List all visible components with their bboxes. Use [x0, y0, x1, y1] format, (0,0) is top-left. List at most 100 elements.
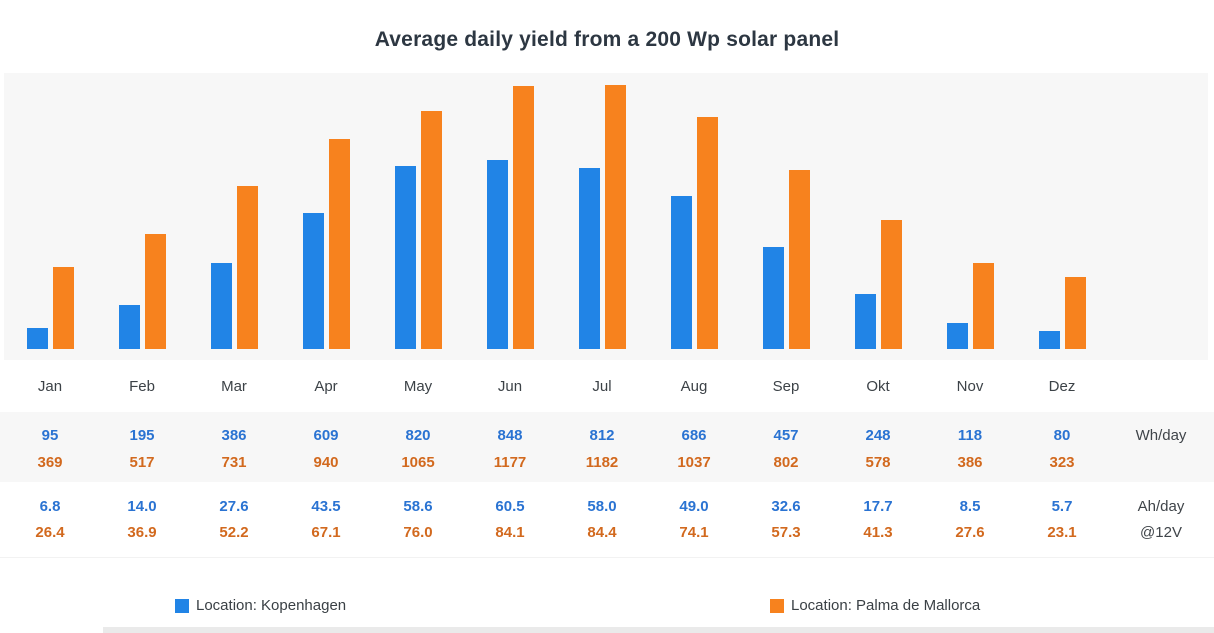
bar-group-dez	[1039, 277, 1086, 349]
month-label-may: May	[403, 378, 433, 395]
bar-group-aug	[671, 117, 718, 349]
month-label-feb: Feb	[129, 378, 155, 395]
bar-kopenhagen-mar	[211, 263, 232, 349]
mallorca-swatch-icon	[770, 598, 784, 613]
bar-mallorca-feb	[145, 234, 166, 349]
bar-group-apr	[303, 139, 350, 349]
value-kopenhagen: 58.0	[587, 498, 617, 515]
bar-mallorca-nov	[973, 263, 994, 349]
value-kopenhagen: 848	[497, 427, 523, 444]
month-label-mar: Mar	[221, 378, 247, 395]
bar-group-feb	[119, 234, 166, 349]
value-kopenhagen: 49.0	[679, 498, 709, 515]
value-kopenhagen: 95	[41, 427, 59, 444]
value-mallorca: 23.1	[1047, 524, 1077, 541]
bar-kopenhagen-may	[395, 166, 416, 349]
bar-group-mar	[211, 186, 258, 349]
wh-per-day-row-cell-mar: 386 731	[188, 422, 280, 482]
wh-per-day-row-cell-may: 820 1065	[372, 422, 464, 482]
month-header-row: Jan Feb Mar Apr May Jun Jul Aug Sep Okt Nov Dez	[0, 361, 1214, 412]
ah-per-day-row-cell-may: 58.6 76.0	[372, 494, 464, 557]
legend: Location: Kopenhagen Location: Palma de …	[0, 597, 1214, 623]
value-kopenhagen: 32.6	[771, 498, 801, 515]
wh-per-day-row: 95 369 195 517 386 731 609 940 820 1065 848 1177 812…	[0, 412, 1214, 482]
month-label-aug: Aug	[680, 378, 708, 395]
value-mallorca: 74.1	[679, 524, 709, 541]
value-kopenhagen: 60.5	[495, 498, 525, 515]
value-kopenhagen: 27.6	[219, 498, 249, 515]
data-table: Jan Feb Mar Apr May Jun Jul Aug Sep Okt Nov Dez 95 3…	[0, 361, 1214, 558]
value-kopenhagen: 248	[865, 427, 891, 444]
unit-text: Wh/day	[1135, 427, 1187, 444]
value-mallorca: 940	[313, 454, 339, 471]
ah-per-day-row-cell-feb: 14.0 36.9	[96, 494, 188, 557]
value-mallorca: 41.3	[863, 524, 893, 541]
ah-per-day-row: 6.8 26.4 14.0 36.9 27.6 52.2 43.5 67.1 58.6 76.0 6…	[0, 482, 1214, 558]
ah-per-day-row-cell-nov: 8.5 27.6	[924, 494, 1016, 557]
bar-kopenhagen-aug	[671, 196, 692, 349]
wh-per-day-row-cell-jan: 95 369	[4, 422, 96, 482]
wh-per-day-row-cell-sep: 457 802	[740, 422, 832, 482]
value-mallorca: 84.1	[495, 524, 525, 541]
bar-mallorca-jul	[605, 85, 626, 349]
bar-mallorca-dez	[1065, 277, 1086, 349]
bar-group-jul	[579, 85, 626, 349]
bar-mallorca-apr	[329, 139, 350, 349]
bar-mallorca-sep	[789, 170, 810, 349]
month-label-nov: Nov	[956, 378, 984, 395]
unit-text: Ah/day	[1137, 498, 1185, 515]
month-label-jun: Jun	[497, 378, 523, 395]
bottom-divider	[103, 627, 1214, 633]
ah-per-day-row-cell-apr: 43.5 67.1	[280, 494, 372, 557]
bar-kopenhagen-dez	[1039, 331, 1060, 349]
bar-mallorca-jun	[513, 86, 534, 349]
value-mallorca: 1182	[585, 454, 619, 471]
value-kopenhagen: 386	[221, 427, 247, 444]
wh-per-day-row-cell-okt: 248 578	[832, 422, 924, 482]
value-mallorca: 36.9	[127, 524, 157, 541]
bar-group-jun	[487, 86, 534, 349]
month-header-spacer	[1108, 361, 1214, 412]
bar-kopenhagen-apr	[303, 213, 324, 349]
bar-mallorca-aug	[697, 117, 718, 349]
bar-kopenhagen-jun	[487, 160, 508, 349]
unit-text: @12V	[1140, 524, 1182, 541]
month-label-dez: Dez	[1048, 378, 1076, 395]
value-kopenhagen: 8.5	[959, 498, 981, 515]
wh-per-day-row-cell-feb: 195 517	[96, 422, 188, 482]
value-kopenhagen: 80	[1053, 427, 1071, 444]
ah-per-day-row-cell-jun: 60.5 84.1	[464, 494, 556, 557]
value-kopenhagen: 58.6	[403, 498, 433, 515]
value-mallorca: 1177	[493, 454, 527, 471]
plot-area	[4, 73, 1208, 360]
legend-label-mallorca: Location: Palma de Mallorca	[791, 597, 981, 614]
chart-title: Average daily yield from a 200 Wp solar …	[374, 28, 840, 51]
bar-group-jan	[27, 267, 74, 349]
month-label-jan: Jan	[37, 378, 63, 395]
bar-group-okt	[855, 220, 902, 349]
value-kopenhagen: 609	[313, 427, 339, 444]
value-mallorca: 52.2	[219, 524, 249, 541]
value-kopenhagen: 17.7	[863, 498, 893, 515]
bar-kopenhagen-nov	[947, 323, 968, 349]
wh-per-day-row-cell-jun: 848 1177	[464, 422, 556, 482]
value-kopenhagen: 820	[405, 427, 431, 444]
wh-per-day-row-cell-nov: 118 386	[924, 422, 1016, 482]
value-kopenhagen: 812	[589, 427, 615, 444]
ah-per-day-row-unit-label: Ah/day @12V	[1108, 494, 1214, 557]
value-mallorca: 802	[773, 454, 799, 471]
bar-group-may	[395, 111, 442, 349]
wh-per-day-row-cell-aug: 686 1037	[648, 422, 740, 482]
legend-item-kopenhagen: Location: Kopenhagen	[175, 597, 346, 614]
month-label-apr: Apr	[314, 378, 338, 395]
month-label-okt: Okt	[866, 378, 890, 395]
value-mallorca: 84.4	[587, 524, 617, 541]
month-label-jul: Jul	[592, 378, 612, 395]
ah-per-day-row-cell-aug: 49.0 74.1	[648, 494, 740, 557]
value-kopenhagen: 118	[957, 427, 983, 444]
bar-kopenhagen-feb	[119, 305, 140, 349]
value-mallorca: 731	[221, 454, 247, 471]
value-mallorca: 1065	[401, 454, 435, 471]
value-mallorca: 27.6	[955, 524, 985, 541]
